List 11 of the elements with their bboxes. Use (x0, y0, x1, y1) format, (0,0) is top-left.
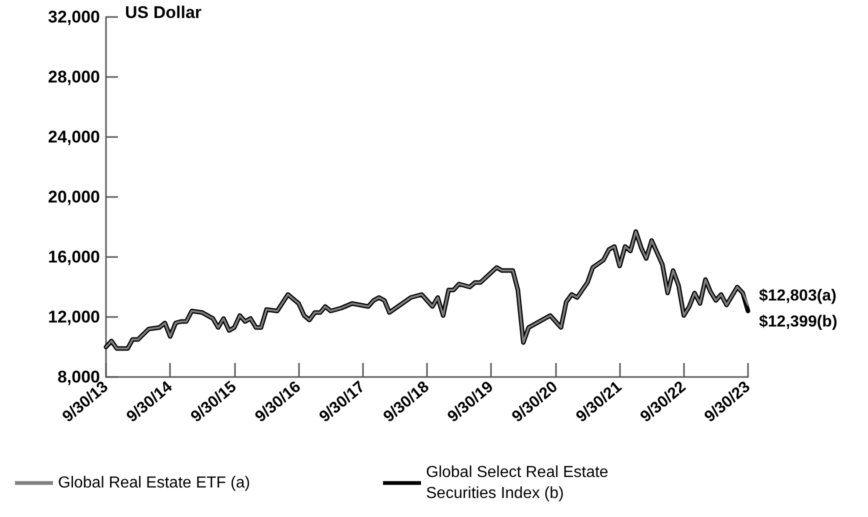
y-tick-label: 16,000 (48, 248, 100, 266)
y-axis-title: US Dollar (125, 3, 202, 22)
y-tick-label: 24,000 (48, 128, 100, 146)
y-tick-label: 28,000 (48, 68, 100, 86)
y-tick-label: 20,000 (48, 188, 100, 206)
data-label: $12,803(a) (759, 287, 836, 304)
legend-label: Global Real Estate ETF (a) (58, 474, 250, 492)
legend-label: Global Select Real Estate Securities Index (b) (426, 464, 613, 502)
y-tick-label: 32,000 (48, 8, 100, 26)
y-tick-label: 12,000 (48, 308, 100, 326)
data-label: $12,399(b) (759, 314, 838, 331)
